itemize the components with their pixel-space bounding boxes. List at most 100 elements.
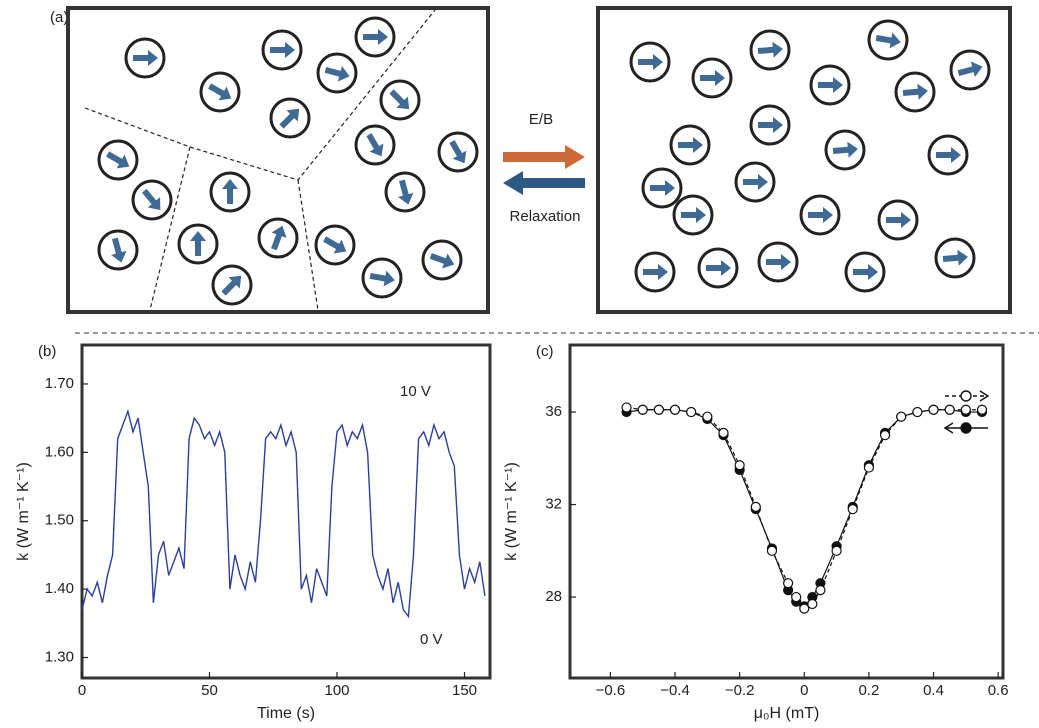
point — [653, 404, 664, 415]
spin-arrow — [398, 179, 414, 205]
spin — [421, 239, 463, 281]
spin — [97, 139, 139, 181]
spin — [131, 179, 173, 221]
annotation: 0 V — [420, 631, 443, 648]
plot-frame — [80, 343, 492, 680]
x-axis-label: μ₀H (mT) — [754, 705, 820, 722]
spin-arrow — [853, 264, 878, 280]
spin — [934, 237, 976, 279]
spin-arrow — [706, 260, 731, 276]
x-tick-label: −0.6 — [596, 682, 626, 699]
forward-label: E/B — [529, 111, 553, 128]
spin-arrow — [324, 66, 350, 82]
panel-label: (c) — [536, 343, 554, 360]
point — [944, 404, 955, 415]
spin — [354, 124, 396, 166]
spin — [894, 71, 936, 113]
spin-arrow — [429, 253, 455, 269]
spin-arrow — [111, 237, 127, 263]
spin-arrow — [271, 225, 287, 251]
spin — [749, 104, 791, 146]
spin — [199, 71, 241, 113]
point — [686, 406, 697, 418]
spins — [97, 16, 991, 306]
spin-arrow — [902, 83, 928, 100]
spin-arrow — [106, 151, 130, 169]
spin — [734, 161, 776, 203]
spin-arrow — [832, 141, 858, 158]
x-tick-label: 100 — [324, 682, 349, 699]
spin — [384, 171, 426, 213]
backward-label: Relaxation — [510, 208, 581, 225]
x-tick-label: 0.4 — [923, 682, 944, 699]
spin — [867, 19, 909, 61]
x-tick-label: 0 — [78, 682, 86, 699]
spin — [799, 194, 841, 236]
spin-arrow — [449, 140, 467, 164]
box-right — [596, 6, 1012, 314]
spin — [697, 247, 739, 289]
spin — [379, 79, 421, 121]
spin — [209, 171, 251, 213]
point — [960, 404, 971, 415]
point — [791, 591, 802, 603]
panel-a: (a) E/B Relaxation — [50, 6, 1012, 314]
legend-marker — [960, 422, 972, 434]
spin — [211, 264, 253, 306]
point — [912, 406, 923, 418]
spin-arrow — [808, 207, 833, 223]
spin-arrow — [369, 270, 395, 287]
x-tick-label: 0.2 — [858, 682, 879, 699]
point — [766, 545, 778, 556]
spin — [877, 199, 919, 241]
spin — [927, 134, 969, 176]
point — [928, 404, 939, 415]
panel-label: (a) — [50, 9, 68, 26]
arrow-forward — [503, 145, 585, 169]
annotation: 10 V — [400, 383, 431, 400]
spin-arrow — [363, 29, 388, 45]
spin — [629, 41, 671, 83]
spin — [437, 131, 479, 173]
y-tick-label: 32 — [545, 496, 562, 513]
point — [831, 545, 842, 556]
x-tick-label: 0 — [800, 682, 808, 699]
spin-arrow — [766, 254, 791, 270]
legend-arrowhead — [943, 422, 954, 434]
spin — [749, 29, 791, 71]
spin-arrow — [190, 231, 206, 256]
y-tick-label: 1.70 — [45, 375, 74, 392]
spin-arrow — [643, 264, 668, 280]
spin — [361, 257, 403, 299]
spin-arrow — [758, 117, 783, 133]
legend-marker — [960, 390, 972, 402]
spin-arrow — [389, 89, 410, 110]
spin — [691, 57, 733, 99]
spin — [949, 49, 991, 91]
point — [702, 411, 713, 422]
spin — [269, 97, 311, 139]
series-line — [626, 406, 982, 610]
point — [734, 460, 745, 471]
series-line — [626, 409, 982, 608]
x-axis-label: Time (s) — [257, 705, 315, 722]
spin — [257, 217, 299, 259]
point — [783, 578, 794, 589]
x-tick-label: −0.2 — [725, 682, 755, 699]
box-left — [66, 6, 490, 314]
spin — [824, 129, 866, 171]
point — [669, 404, 681, 415]
point — [847, 504, 858, 515]
point — [807, 598, 818, 610]
panel-label: (b) — [38, 343, 56, 360]
x-tick-label: 50 — [201, 682, 218, 699]
spin-arrow — [875, 32, 901, 49]
spin — [97, 229, 139, 271]
spin-arrow — [141, 188, 161, 210]
x-tick-label: 0.6 — [988, 682, 1009, 699]
y-tick-label: 28 — [545, 588, 562, 605]
spin — [314, 224, 356, 266]
y-axis-label: k (W m⁻¹ K⁻¹) — [503, 462, 520, 561]
spin-arrow — [366, 133, 384, 157]
